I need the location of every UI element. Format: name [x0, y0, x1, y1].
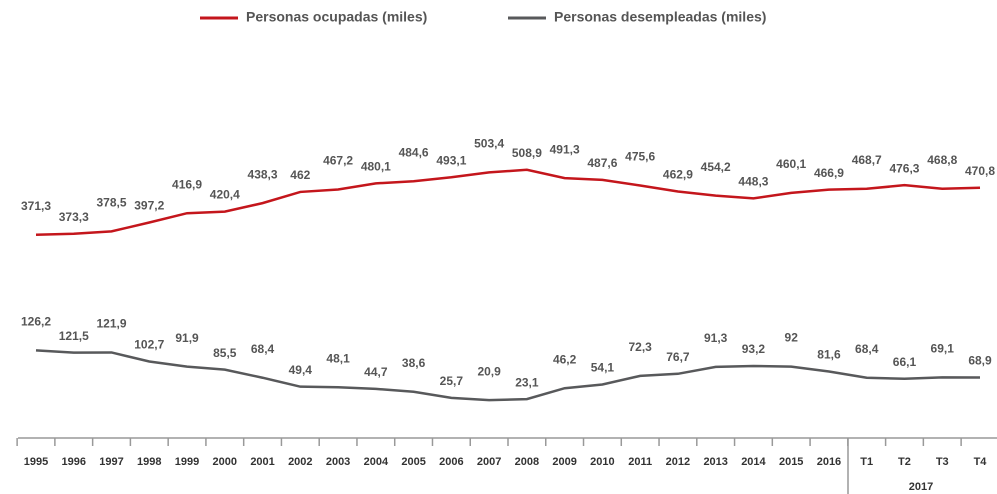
data-label: 468,7: [852, 153, 882, 167]
x-tick-label: 1997: [99, 456, 123, 468]
data-label: 20,9: [477, 364, 501, 378]
x-tick-label: 2016: [817, 456, 841, 468]
data-label: 46,2: [553, 352, 577, 366]
x-tick-label: 2000: [213, 456, 237, 468]
x-tick-label: 2011: [628, 456, 652, 468]
data-label: 420,4: [210, 188, 240, 202]
x-tick-label: 1999: [175, 456, 199, 468]
data-label: 484,6: [399, 145, 429, 159]
data-label: 126,2: [21, 315, 51, 329]
data-label: 416,9: [172, 177, 202, 191]
legend-label: Personas desempleadas (miles): [554, 9, 766, 25]
data-label: 44,7: [364, 365, 388, 379]
data-label: 69,1: [931, 342, 955, 356]
data-label: 378,5: [97, 196, 127, 210]
data-label: 72,3: [628, 340, 652, 354]
data-label: 49,4: [289, 363, 313, 377]
data-label: 508,9: [512, 146, 542, 160]
data-label: 92: [785, 331, 799, 345]
x-tick-label: 2008: [515, 456, 539, 468]
data-label: 454,2: [701, 160, 731, 174]
x-tick-label: T2: [898, 456, 911, 468]
x-tick-label: 1998: [137, 456, 161, 468]
x-tick-label: 1995: [24, 456, 48, 468]
data-label: 38,6: [402, 356, 426, 370]
x-tick-label: T4: [974, 456, 988, 468]
data-label: 68,4: [251, 342, 275, 356]
data-label: 460,1: [776, 157, 806, 171]
group-label: 2017: [909, 481, 933, 493]
data-label: 475,6: [625, 150, 655, 164]
legend-label: Personas ocupadas (miles): [246, 9, 427, 25]
data-label: 462,9: [663, 168, 693, 182]
data-label: 81,6: [817, 348, 841, 362]
x-tick-label: 2010: [590, 456, 614, 468]
data-label: 470,8: [965, 164, 995, 178]
x-tick-label: 2004: [364, 456, 389, 468]
data-label: 76,7: [666, 350, 690, 364]
data-label: 371,3: [21, 199, 51, 213]
data-label: 480,1: [361, 160, 391, 174]
data-label: 466,9: [814, 166, 844, 180]
x-tick-label: 2006: [439, 456, 463, 468]
data-label: 438,3: [248, 167, 278, 181]
data-label: 493,1: [436, 153, 466, 167]
x-tick-label: 2014: [741, 456, 766, 468]
data-label: 468,8: [927, 153, 957, 167]
x-tick-label: T1: [860, 456, 873, 468]
x-tick-label: T3: [936, 456, 949, 468]
x-tick-label: 2007: [477, 456, 501, 468]
data-label: 66,1: [893, 355, 917, 369]
data-label: 85,5: [213, 346, 237, 360]
x-tick-label: 2001: [250, 456, 274, 468]
x-tick-label: 2012: [666, 456, 690, 468]
x-tick-label: 2013: [703, 456, 727, 468]
data-label: 121,5: [59, 329, 89, 343]
data-label: 91,9: [175, 331, 199, 345]
x-tick-label: 1996: [62, 456, 86, 468]
data-label: 397,2: [134, 199, 164, 213]
series-line: [35, 349, 981, 402]
x-tick-label: 2002: [288, 456, 312, 468]
x-tick-label: 2003: [326, 456, 350, 468]
data-label: 102,7: [134, 338, 164, 352]
data-label: 503,4: [474, 137, 504, 151]
data-label: 448,3: [738, 175, 768, 189]
data-label: 462: [290, 168, 310, 182]
data-label: 68,9: [968, 354, 992, 368]
data-label: 23,1: [515, 375, 539, 389]
x-tick-label: 2005: [401, 456, 425, 468]
data-label: 68,4: [855, 342, 879, 356]
data-label: 93,2: [742, 342, 766, 356]
x-tick-label: 2015: [779, 456, 803, 468]
data-label: 467,2: [323, 154, 353, 168]
data-label: 25,7: [440, 374, 464, 388]
data-label: 491,3: [550, 142, 580, 156]
data-label: 373,3: [59, 210, 89, 224]
data-label: 54,1: [591, 361, 615, 375]
x-tick-label: 2009: [552, 456, 576, 468]
data-label: 487,6: [587, 156, 617, 170]
data-label: 121,9: [97, 317, 127, 331]
data-label: 476,3: [889, 161, 919, 175]
data-label: 48,1: [326, 351, 350, 365]
series-line: [35, 168, 981, 236]
data-label: 91,3: [704, 331, 728, 345]
